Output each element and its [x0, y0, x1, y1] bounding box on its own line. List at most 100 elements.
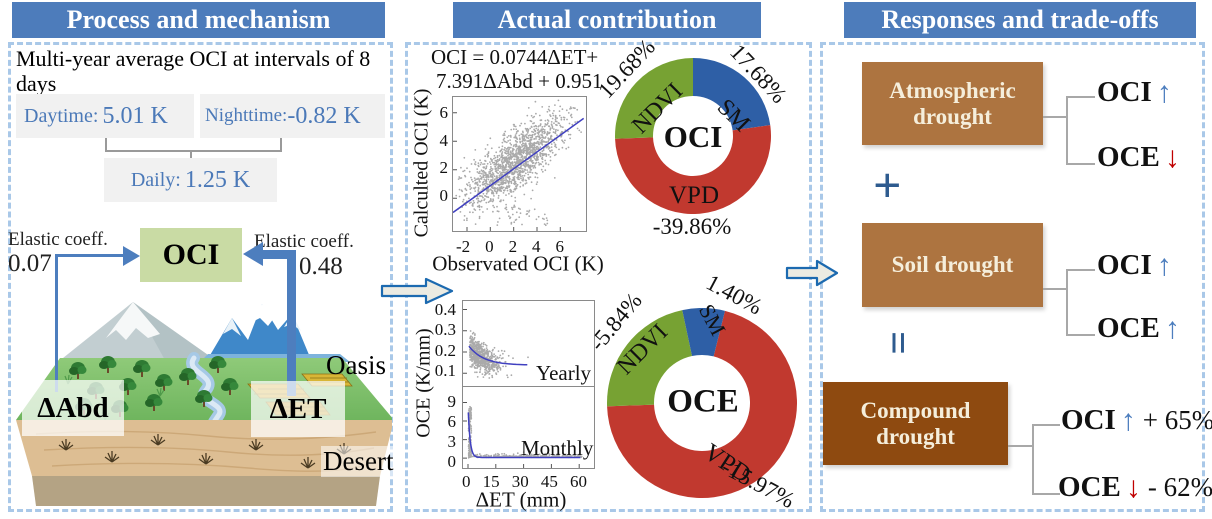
thick-arrow-head-icon: [243, 242, 263, 266]
nighttime-label: Nighttime:: [205, 105, 288, 126]
tick-label: 2: [508, 237, 518, 256]
nighttime-box: Nighttime: -0.82 K: [200, 94, 385, 138]
tick-label: 0.3: [434, 320, 456, 340]
daytime-value: 5.01 K: [102, 102, 168, 129]
up-arrow-icon: ↑: [1164, 311, 1180, 345]
thin-arrow-horizontal-line: [56, 254, 124, 257]
scatter-x-axis-label: Observated OCI (K): [432, 251, 604, 276]
tick-label: 4: [532, 237, 541, 256]
oci-donut-chart: [615, 58, 771, 214]
down-arrow-icon: ↓: [1125, 470, 1141, 504]
nighttime-value: -0.82 K: [287, 102, 361, 129]
oce-donut-chart: [607, 308, 797, 498]
tick-label: 0: [447, 452, 457, 471]
elastic-coeff-left-label: Elastic coeff.: [8, 229, 108, 250]
panel-title-process: Process and mechanism: [66, 5, 331, 34]
atmospheric-drought-label: Atmospheric drought: [889, 77, 1016, 129]
tick-label: 4: [439, 130, 449, 150]
elastic-coeff-left-value: 0.07: [8, 250, 52, 277]
compound-drought-label: Compound drought: [860, 397, 971, 449]
oci-scatter-plot: [452, 96, 587, 232]
vpd-segment-label: VPD: [668, 182, 720, 209]
river: [186, 352, 226, 428]
panel-title-responses: Responses and trade-offs: [881, 5, 1159, 34]
thick-arrow-vertical-line: [287, 250, 296, 396]
tick-label: 0.1: [434, 360, 456, 380]
monthly-plot: [462, 386, 595, 469]
atmospheric-oce-response: OCE ↓: [1097, 141, 1180, 174]
soil-oci-response: OCI ↑: [1097, 249, 1172, 282]
tick-label: 60: [570, 472, 587, 491]
oci-donut-center-label: OCI: [663, 119, 723, 154]
plus-operator: +: [873, 157, 902, 213]
tick-label: 6: [555, 237, 564, 256]
equation-line-2: 7.391ΔAbd + 0.951: [436, 69, 603, 93]
scatter-x-tick-labels: -2 0 2 4 6: [456, 237, 564, 257]
oce-donut-center-label: OCE: [667, 383, 739, 420]
equals-operator: =: [874, 331, 920, 355]
tick-label: -2: [456, 237, 471, 256]
oce-label: OCE: [1058, 471, 1121, 503]
daily-bracket-stem: [190, 150, 192, 158]
tick-label: 9: [447, 392, 457, 411]
tick-label: 6: [447, 412, 457, 431]
vpd-percent-label: -39.86%: [652, 214, 732, 239]
atmospheric-oci-response: OCI ↑: [1097, 76, 1172, 109]
oci-label: OCI: [1097, 76, 1152, 108]
bracket-2: [1066, 269, 1095, 336]
up-arrow-icon: ↑: [1156, 75, 1172, 109]
flow-arrow-icon-2: [785, 259, 839, 287]
oce-label: OCE: [1097, 312, 1160, 344]
panel-header-process: Process and mechanism: [12, 2, 385, 38]
thin-arrow-head-icon: [123, 246, 140, 266]
flow-arrow-icon-1: [380, 277, 454, 305]
yearly-y-tick-labels: 0.4 0.3 0.2 0.1: [428, 300, 456, 381]
up-arrow-icon: ↑: [1120, 403, 1136, 437]
delta-abd-label: ΔAbd: [22, 380, 124, 436]
oce-delta-value: - 62%: [1147, 472, 1212, 502]
elastic-coeff-right-value: 0.48: [299, 253, 343, 280]
tick-label: 45: [540, 472, 558, 491]
elastic-coeff-right-label: Elastic coeff.: [254, 231, 354, 252]
oce-x-axis-label: ΔET (mm): [475, 487, 567, 512]
up-arrow-icon: ↑: [1156, 248, 1172, 282]
tick-label: 0.2: [434, 340, 456, 360]
oce-x-tick-labels: 0 15 30 45 60: [462, 472, 587, 492]
tick-label: 15: [482, 472, 500, 491]
tick-label: 0: [439, 185, 449, 205]
atmospheric-drought-box: Atmospheric drought: [862, 62, 1043, 145]
monthly-annotation: Monthly: [521, 436, 594, 460]
down-arrow-icon: ↓: [1164, 140, 1180, 174]
scatter-y-tick-labels: 6 4 2 0: [424, 103, 449, 206]
oasis-label: Oasis: [326, 350, 386, 380]
delta-et-label: ΔET: [251, 381, 345, 437]
panel-process-border: [8, 42, 393, 512]
soil-drought-box: Soil drought: [862, 223, 1043, 307]
compound-oci-response: OCI ↑ + 65%: [1061, 404, 1212, 437]
bracket-stem-1: [1043, 116, 1066, 118]
compound-drought-box: Compound drought: [823, 382, 1008, 465]
compound-oce-response: OCE ↓ - 62%: [1058, 471, 1212, 504]
tick-label: 3: [447, 432, 457, 451]
desert-label: Desert: [321, 446, 396, 477]
thick-arrow-horizontal-line: [258, 250, 296, 259]
oci-box: OCI: [140, 228, 242, 282]
bracket-stem-2: [1043, 288, 1066, 290]
intro-text: Multi-year average OCI at intervals of 8…: [16, 46, 371, 96]
tick-label: 0: [485, 237, 494, 256]
landform-base: [32, 476, 380, 506]
tick-label: 0.4: [434, 300, 456, 319]
thin-arrow-vertical-line: [55, 254, 58, 392]
mountains: [58, 302, 312, 362]
oci-label: OCI: [1097, 249, 1152, 281]
tick-label: 2: [439, 158, 449, 178]
bracket-stem-3: [1008, 445, 1032, 447]
soil-drought-label: Soil drought: [891, 252, 1014, 277]
panel-header-responses: Responses and trade-offs: [844, 2, 1196, 38]
tick-label: 0: [462, 472, 471, 491]
panel-title-contribution: Actual contribution: [497, 5, 717, 34]
monthly-y-tick-labels: 9 6 3 0: [440, 392, 457, 471]
daily-value: 1.25 K: [184, 166, 251, 193]
daily-bracket-connector: [105, 138, 282, 152]
